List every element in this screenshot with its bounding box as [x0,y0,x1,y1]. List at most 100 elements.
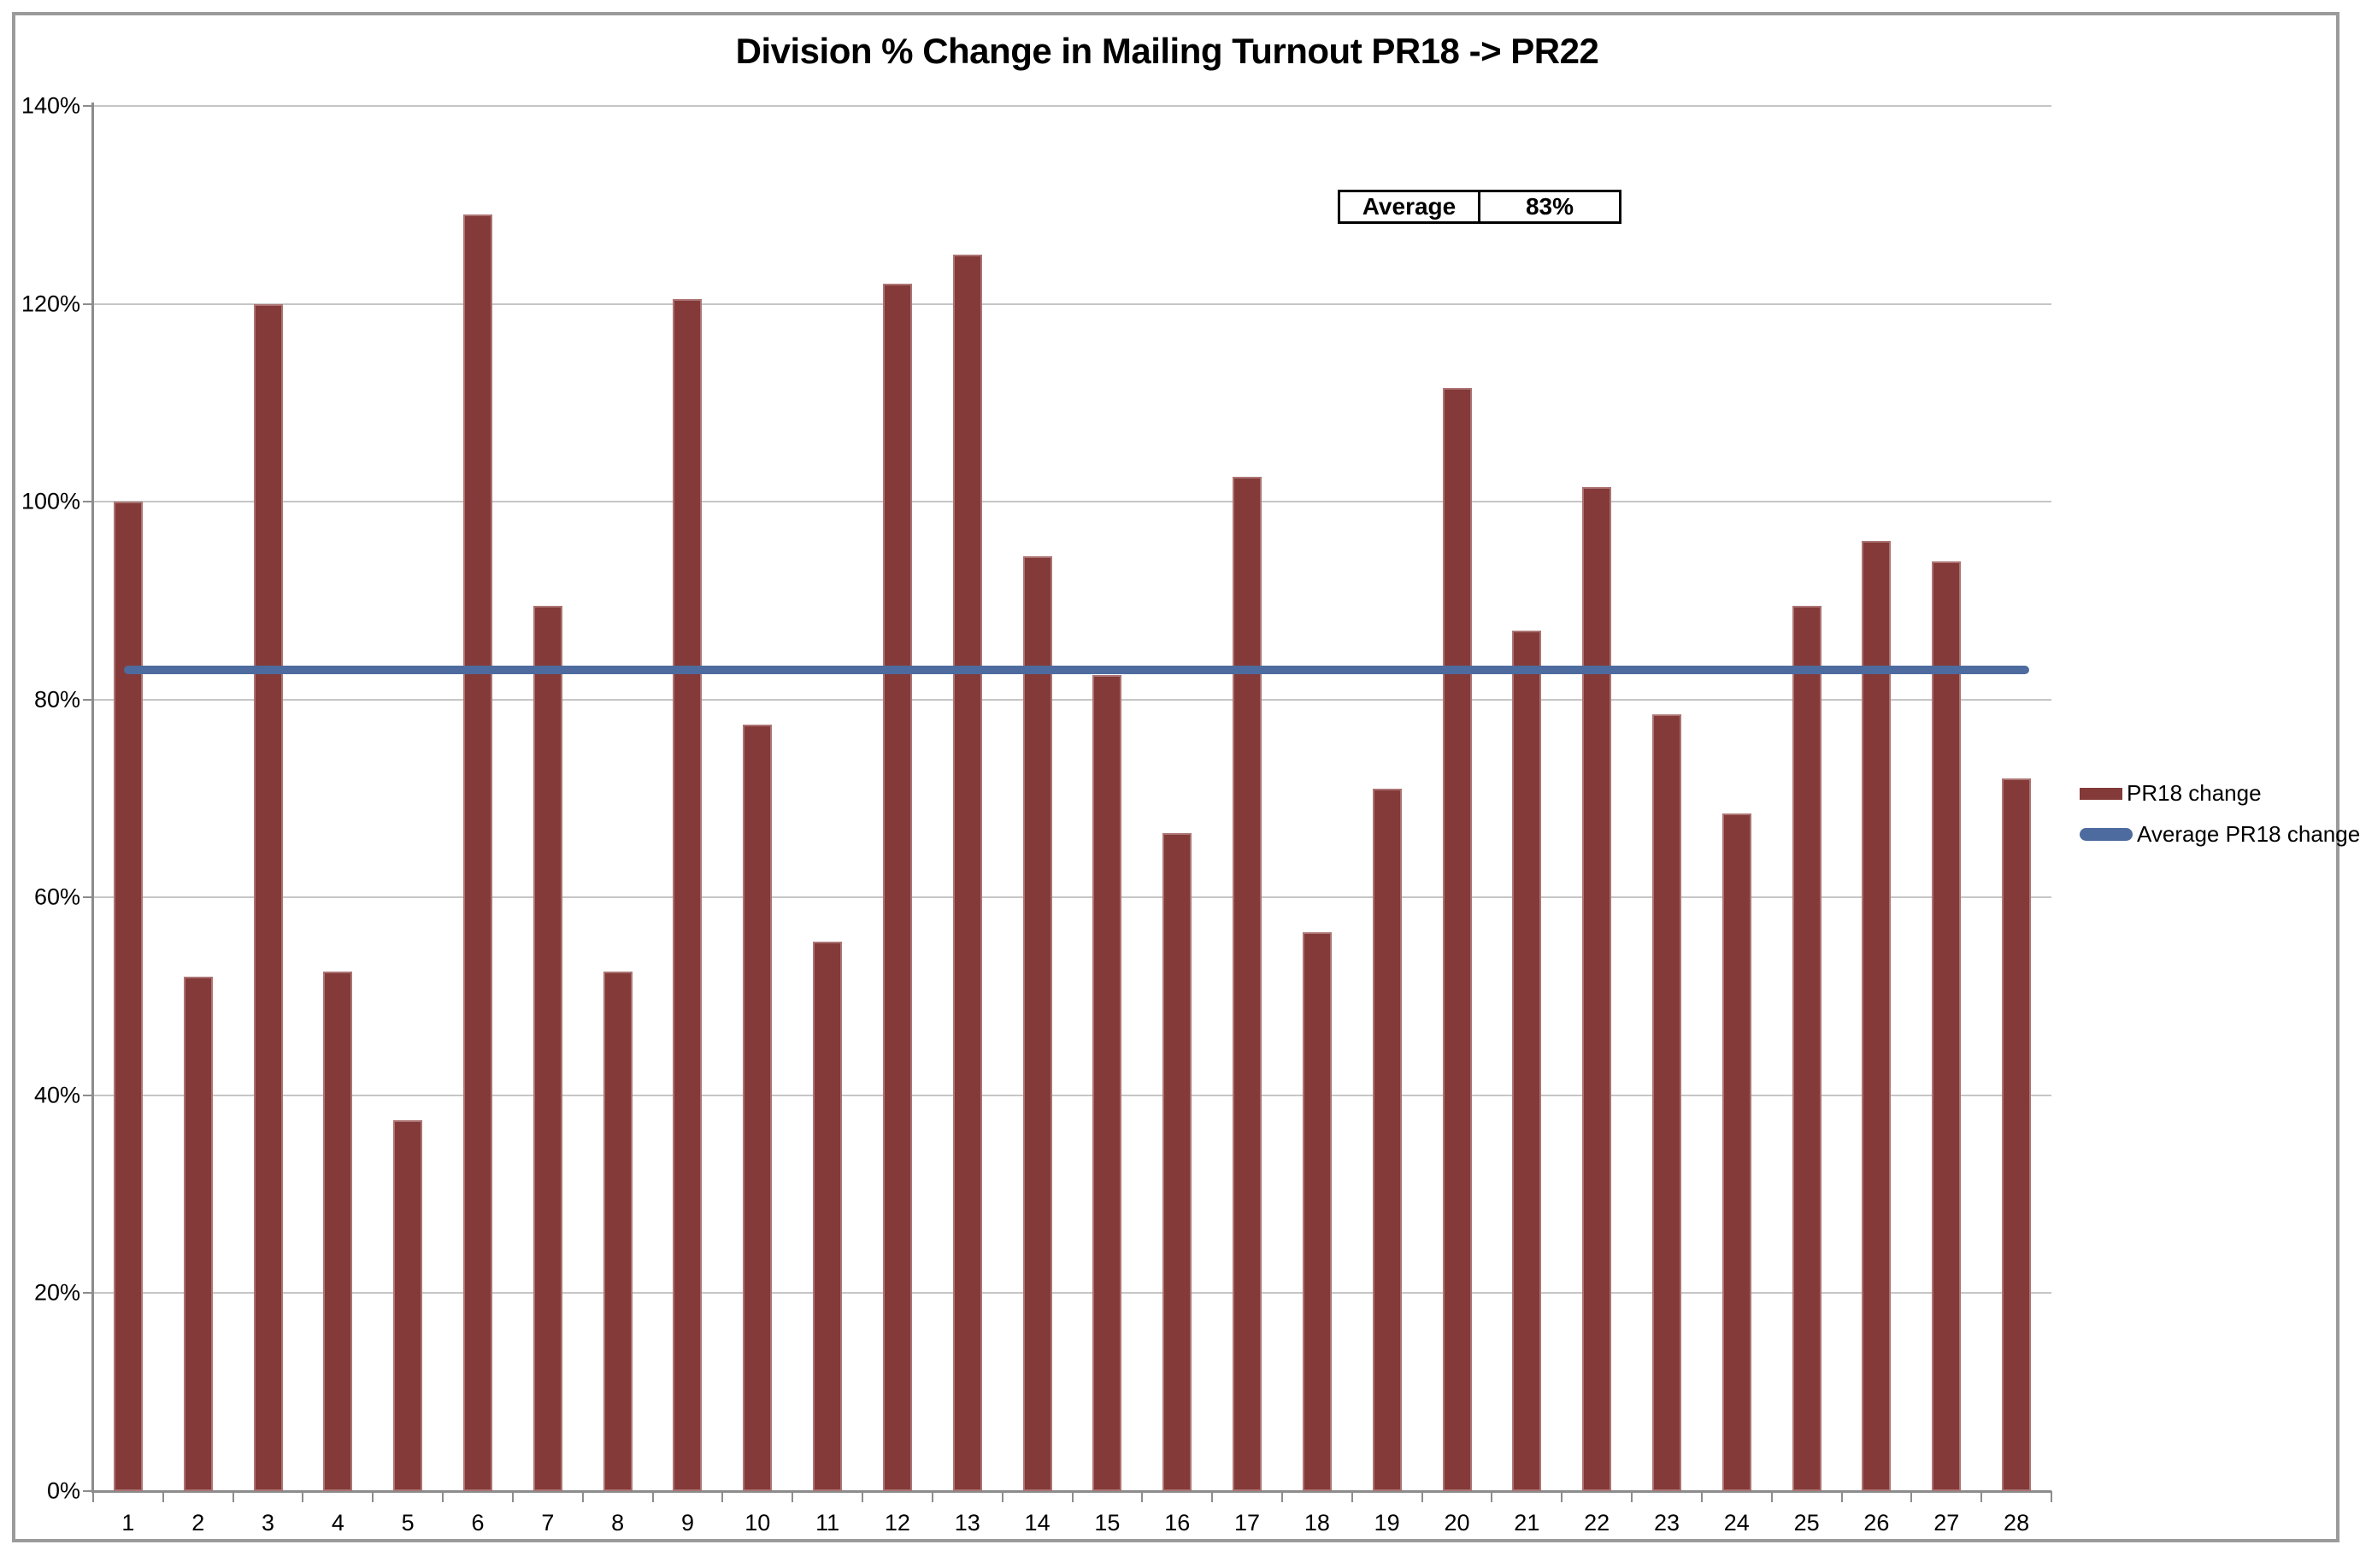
bar-division-18 [1302,931,1332,1491]
y-axis-tick [83,1292,93,1295]
x-axis-tick [302,1491,304,1502]
bar-division-6 [463,214,493,1491]
x-axis-label: 10 [744,1510,771,1536]
x-axis-label: 27 [1933,1510,1960,1536]
x-axis-tick [1491,1491,1493,1502]
legend-line-swatch-icon [2080,828,2133,841]
x-axis-label: 26 [1863,1510,1890,1536]
y-axis-label: 100% [21,488,80,514]
x-axis-label: 4 [331,1510,344,1536]
x-axis-label: 17 [1234,1510,1261,1536]
average-table: Average 83% [1338,190,1621,224]
x-axis-label: 23 [1653,1510,1680,1536]
bar-division-27 [1932,561,1962,1491]
average-line [123,665,2030,674]
x-axis-label: 8 [611,1510,625,1536]
bar-division-7 [533,605,562,1491]
bar-division-8 [603,972,633,1491]
x-axis-tick [1910,1491,1913,1502]
y-axis-label: 40% [33,1082,80,1108]
x-axis-label: 13 [954,1510,980,1536]
bar-division-28 [2002,778,2032,1491]
bar-division-10 [743,724,773,1491]
x-axis-label: 21 [1514,1510,1540,1536]
x-axis-tick [792,1491,794,1502]
x-axis-tick [92,1491,94,1502]
y-axis-label: 80% [33,686,80,713]
x-axis-tick [1141,1491,1144,1502]
legend-item-label: Average PR18 change [2137,821,2360,847]
bar-division-23 [1651,714,1681,1491]
bar-division-14 [1022,555,1052,1491]
legend: PR18 change Average PR18 change [2080,780,2360,848]
bar-division-5 [393,1119,423,1491]
x-axis-label: 22 [1584,1510,1610,1536]
x-axis-tick [1840,1491,1843,1502]
bar-division-25 [1792,605,1821,1491]
x-axis-label: 16 [1164,1510,1191,1536]
bar-division-16 [1162,833,1192,1491]
x-axis-tick [1631,1491,1633,1502]
x-axis-tick [2051,1491,2052,1502]
x-axis-label: 25 [1793,1510,1820,1536]
x-axis-label: 20 [1444,1510,1470,1536]
bar-division-3 [253,303,283,1491]
bar-division-13 [952,254,982,1491]
x-axis-label: 18 [1304,1510,1330,1536]
gridline [93,105,2051,107]
bar-division-17 [1233,477,1262,1491]
x-axis-tick [1700,1491,1703,1502]
x-axis-tick [931,1491,933,1502]
legend-item-label: PR18 change [2127,780,2262,806]
gridline [93,501,2051,503]
x-axis-tick [1980,1491,1983,1502]
gridline [93,1292,2051,1295]
x-axis-label: 3 [262,1510,275,1536]
gridline [93,698,2051,701]
x-axis-tick [1071,1491,1074,1502]
x-axis-tick [1421,1491,1423,1502]
bar-division-11 [813,942,843,1491]
y-axis-tick [83,105,93,107]
y-axis-tick [83,698,93,701]
x-axis-tick [1561,1491,1563,1502]
chart-title: Division % Change in Mailing Turnout PR1… [735,31,1599,71]
x-axis-label: 15 [1094,1510,1121,1536]
x-axis-tick [1351,1491,1353,1502]
gridline [93,1094,2051,1096]
x-axis-label: 28 [2004,1510,2030,1536]
bar-division-19 [1372,788,1402,1491]
gridline [93,896,2051,899]
bar-division-12 [882,284,912,1491]
x-axis-tick [442,1491,444,1502]
bar-division-20 [1442,387,1472,1491]
x-axis-tick [1001,1491,1003,1502]
x-axis-tick [232,1491,234,1502]
bar-division-26 [1862,541,1892,1491]
bar-division-21 [1512,630,1542,1491]
y-axis-tick [83,896,93,899]
bar-division-15 [1092,674,1122,1491]
x-axis-tick [721,1491,724,1502]
legend-item-pr18-change: PR18 change [2080,780,2360,807]
x-axis-label: 24 [1723,1510,1750,1536]
y-axis-tick [83,302,93,305]
x-axis-label: 1 [121,1510,135,1536]
y-axis-label: 140% [21,92,80,119]
gridline [93,302,2051,305]
y-axis [91,103,94,1493]
x-axis-label: 7 [541,1510,555,1536]
x-axis-label: 11 [815,1510,840,1536]
bar-division-22 [1582,486,1612,1491]
x-axis-label: 19 [1374,1510,1400,1536]
legend-bar-swatch-icon [2080,787,2122,800]
x-axis-tick [1280,1491,1283,1502]
y-axis-label: 20% [33,1279,80,1306]
x-axis-tick [1770,1491,1773,1502]
legend-item-average-pr18-change: Average PR18 change [2080,821,2360,848]
x-axis-tick [1211,1491,1214,1502]
x-axis-label: 9 [680,1510,694,1536]
x-axis-tick [162,1491,164,1502]
x-axis-label: 5 [401,1510,415,1536]
